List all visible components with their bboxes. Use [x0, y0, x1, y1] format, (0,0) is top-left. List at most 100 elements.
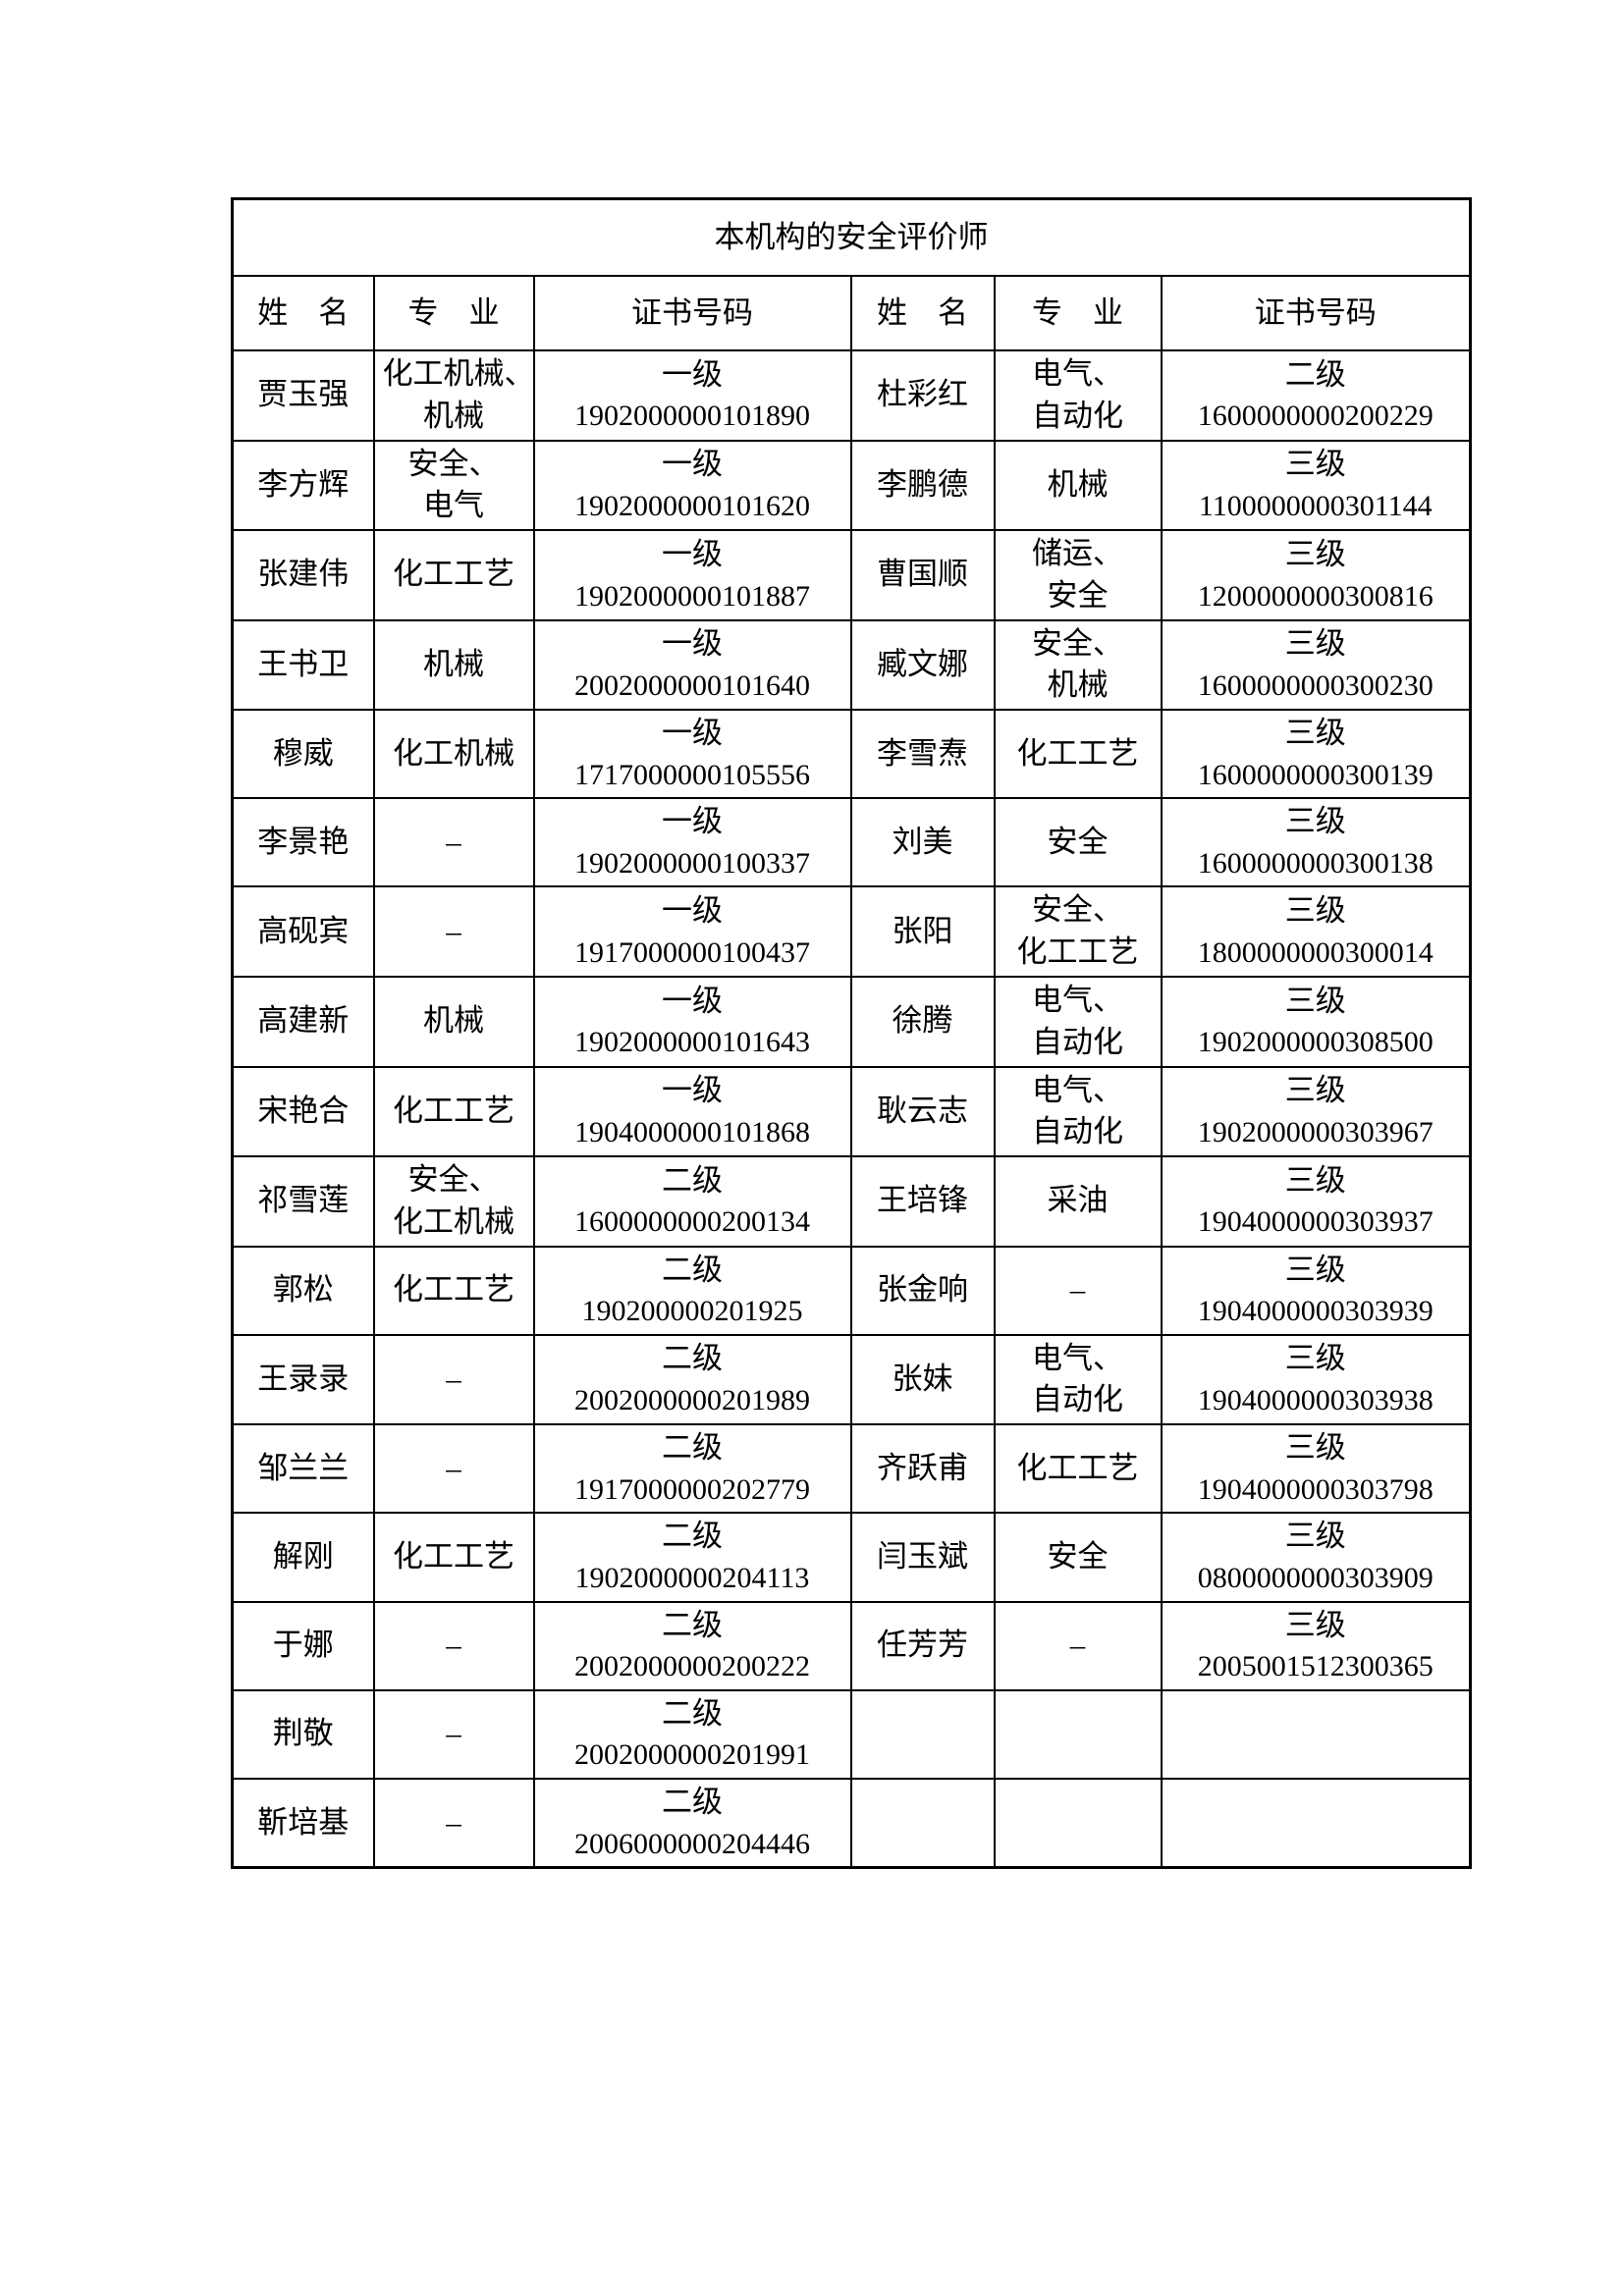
- certificate-cell-right: 三级 2005001512300365: [1160, 1600, 1472, 1691]
- certificate-level: 二级: [662, 1430, 723, 1466]
- certificate-cell-left: 一级 1902000000101643: [532, 975, 852, 1068]
- certificate-number: 1902000000101887: [574, 579, 810, 613]
- certificate-number: 1200000000300816: [1197, 579, 1434, 613]
- name-cell-left: 李方辉: [231, 439, 375, 532]
- specialty-cell-left: –: [372, 1333, 535, 1426]
- table-header-row: 姓 名 专 业 证书号码 姓 名 专 业 证书号码: [231, 275, 1472, 351]
- certificate-number: 1904000000303798: [1197, 1473, 1434, 1507]
- certificate-cell-left: 一级 1902000000101890: [532, 349, 852, 442]
- certificate-level: 三级: [1284, 983, 1346, 1018]
- specialty-cell-left: 化工机械: [372, 709, 535, 800]
- certificate-cell-right: 三级 1600000000300138: [1160, 797, 1472, 888]
- certificate-level: 一级: [662, 447, 723, 482]
- certificate-cell-left: 一级 1717000000105556: [532, 709, 852, 800]
- specialty-cell-right: 安全: [993, 1512, 1163, 1603]
- certificate-level: 一级: [662, 536, 723, 571]
- name-cell-right: 刘美: [849, 797, 996, 888]
- specialty-cell-left: 机械: [372, 975, 535, 1068]
- certificate-level: 二级: [662, 1607, 723, 1642]
- header-specialty-right: 专 业: [993, 275, 1163, 351]
- safety-evaluators-table: 本机构的安全评价师 姓 名 专 业 证书号码 姓 名 专 业 证书号码 贾玉强 …: [231, 197, 1473, 1870]
- certificate-cell-left: 一级 1902000000101887: [532, 529, 852, 621]
- name-cell-right: 任芳芳: [849, 1600, 996, 1691]
- specialty-cell-right: 电气、自动化: [993, 1333, 1163, 1426]
- certificate-number: 2002000000201989: [574, 1384, 810, 1417]
- certificate-level: 三级: [1284, 1341, 1346, 1376]
- certificate-number: 2002000000201991: [574, 1738, 810, 1772]
- name-cell-left: 于娜: [231, 1600, 375, 1691]
- name-cell-right: 徐腾: [849, 975, 996, 1068]
- name-cell-left: 贾玉强: [231, 349, 375, 442]
- certificate-cell-left: 二级 2002000000201991: [532, 1688, 852, 1780]
- certificate-number: 2006000000204446: [574, 1827, 810, 1860]
- certificate-level: 二级: [662, 1519, 723, 1554]
- certificate-number: 1902000000100337: [574, 847, 810, 881]
- name-cell-right: 李雪焘: [849, 709, 996, 800]
- table-row: 高建新 机械 一级 1902000000101643 徐腾 电气、自动化 三级 …: [231, 975, 1472, 1068]
- certificate-level: 三级: [1284, 447, 1346, 482]
- table-row: 解刚 化工工艺 二级 1902000000204113 闫玉斌 安全 三级 08…: [231, 1512, 1472, 1603]
- certificate-cell-right: 三级 1200000000300816: [1160, 529, 1472, 621]
- certificate-number: 1904000000303937: [1197, 1205, 1434, 1239]
- name-cell-right: [849, 1777, 996, 1869]
- table-row: 荆敬 – 二级 2002000000201991: [231, 1688, 1472, 1780]
- name-cell-left: 高砚宾: [231, 885, 375, 978]
- name-cell-left: 王书卫: [231, 618, 375, 712]
- certificate-level: 一级: [662, 716, 723, 751]
- name-cell-left: 靳培基: [231, 1777, 375, 1869]
- certificate-number: 1902000000204113: [574, 1562, 810, 1595]
- specialty-cell-left: 安全、电气: [372, 439, 535, 532]
- certificate-number: 1904000000101868: [574, 1115, 810, 1148]
- specialty-cell-right: [993, 1777, 1163, 1869]
- certificate-cell-right: 三级 1902000000308500: [1160, 975, 1472, 1068]
- name-cell-right: 张妹: [849, 1333, 996, 1426]
- header-certificate-right: 证书号码: [1160, 275, 1472, 351]
- certificate-cell-left: 二级 2002000000200222: [532, 1600, 852, 1691]
- name-cell-left: 穆威: [231, 709, 375, 800]
- specialty-cell-left: 安全、化工机械: [372, 1155, 535, 1248]
- specialty-cell-right: 安全、化工工艺: [993, 885, 1163, 978]
- specialty-cell-left: –: [372, 1423, 535, 1515]
- table-row: 靳培基 – 二级 2006000000204446: [231, 1777, 1472, 1869]
- certificate-number: 1902000000101620: [574, 489, 810, 522]
- certificate-level: 一级: [662, 804, 723, 839]
- table-title: 本机构的安全评价师: [231, 197, 1472, 277]
- certificate-cell-right: 三级 1600000000300230: [1160, 618, 1472, 712]
- certificate-cell-left: 二级 2006000000204446: [532, 1777, 852, 1869]
- table-row: 张建伟 化工工艺 一级 1902000000101887 曹国顺 储运、安全 三…: [231, 529, 1472, 621]
- specialty-cell-left: 化工工艺: [372, 529, 535, 621]
- certificate-number: 190200000201925: [581, 1295, 803, 1328]
- certificate-cell-right: 二级 1600000000200229: [1160, 349, 1472, 442]
- table-row: 王书卫 机械 一级 2002000000101640 臧文娜 安全、机械 三级 …: [231, 618, 1472, 712]
- specialty-cell-left: 化工工艺: [372, 1065, 535, 1158]
- certificate-level: 三级: [1284, 536, 1346, 571]
- certificate-cell-right: [1160, 1688, 1472, 1780]
- certificate-number: 1800000000300014: [1197, 935, 1434, 969]
- specialty-cell-left: –: [372, 885, 535, 978]
- name-cell-right: 王培锋: [849, 1155, 996, 1248]
- certificate-level: 二级: [662, 1341, 723, 1376]
- table-row: 贾玉强 化工机械、机械 一级 1902000000101890 杜彩红 电气、自…: [231, 349, 1472, 442]
- specialty-cell-left: 化工机械、机械: [372, 349, 535, 442]
- name-cell-right: 曹国顺: [849, 529, 996, 621]
- certificate-level: 二级: [662, 1252, 723, 1287]
- specialty-cell-right: –: [993, 1600, 1163, 1691]
- certificate-number: 1902000000308500: [1197, 1026, 1434, 1059]
- certificate-level: 三级: [1284, 1162, 1346, 1198]
- certificate-number: 2002000000101640: [574, 669, 810, 703]
- table-row: 李方辉 安全、电气 一级 1902000000101620 李鹏德 机械 三级 …: [231, 439, 1472, 532]
- certificate-cell-right: 三级 1904000000303798: [1160, 1423, 1472, 1515]
- certificate-cell-right: 三级 1902000000303967: [1160, 1065, 1472, 1158]
- header-specialty-left: 专 业: [372, 275, 535, 351]
- header-name-left: 姓 名: [231, 275, 375, 351]
- certificate-cell-left: 二级 1917000000202779: [532, 1423, 852, 1515]
- certificate-level: 二级: [662, 1162, 723, 1198]
- certificate-number: 1917000000202779: [574, 1473, 810, 1507]
- certificate-cell-right: 三级 1600000000300139: [1160, 709, 1472, 800]
- certificate-level: 一级: [662, 893, 723, 929]
- specialty-cell-left: 机械: [372, 618, 535, 712]
- name-cell-left: 张建伟: [231, 529, 375, 621]
- name-cell-left: 祁雪莲: [231, 1155, 375, 1248]
- header-certificate-left: 证书号码: [532, 275, 852, 351]
- certificate-cell-left: 一级 1904000000101868: [532, 1065, 852, 1158]
